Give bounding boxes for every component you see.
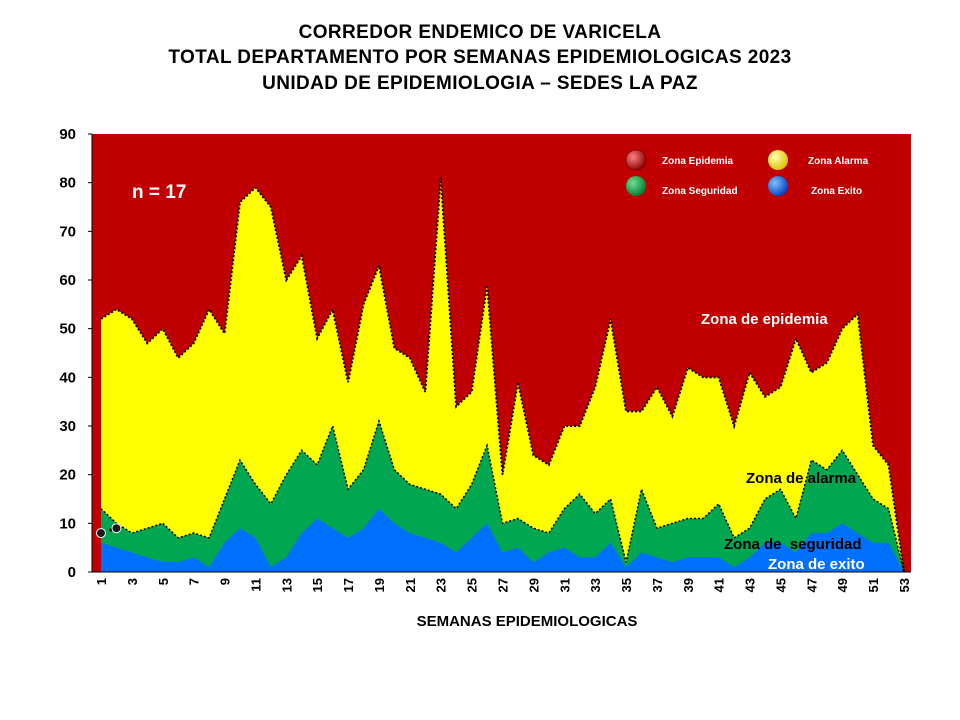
zona-alarma-boundary-line [100, 177, 905, 573]
x-tick-label: 37 [650, 578, 665, 592]
y-tick-label: 40 [59, 369, 76, 386]
y-tick-label: 0 [68, 564, 76, 581]
x-tick-label: 1 [94, 578, 109, 585]
chart-title-line-2: TOTAL DEPARTAMENTO POR SEMANAS EPIDEMIOL… [168, 47, 792, 68]
x-tick-label: 21 [403, 578, 418, 592]
x-tick-label: 19 [372, 578, 387, 592]
legend-label-alarma: Zona Alarma [808, 156, 869, 167]
x-axis-ticks: 1 3 5 7 9 11 13 15 17 19 21 23 25 27 29 31 33 35 37 39 41 43 4… [94, 578, 912, 592]
x-tick-label: 47 [804, 578, 819, 592]
y-tick-label: 30 [59, 418, 76, 435]
y-axis-ticks: 0 10 20 30 40 50 60 70 80 90 [59, 126, 92, 581]
zona-seguridad-boundary-line [100, 418, 905, 573]
y-tick-label: 50 [59, 321, 76, 338]
y-tick-label: 70 [59, 223, 76, 240]
legend: Zona Epidemia Zona Alarma Zona Seguridad… [625, 149, 869, 197]
x-tick-label: 41 [712, 578, 727, 592]
cases-2023-points [96, 523, 122, 539]
legend-label-exito: Zona Exito [811, 186, 862, 197]
x-tick-label: 7 [187, 578, 202, 585]
x-tick-label: 11 [248, 578, 263, 592]
x-tick-label: 13 [279, 578, 294, 592]
x-tick-label: 53 [897, 578, 912, 592]
y-tick-label: 20 [59, 467, 76, 484]
x-tick-label: 15 [310, 578, 325, 592]
x-tick-label: 49 [835, 578, 850, 592]
legend-swatch-epidemia [625, 149, 647, 171]
chart-title-line-3: UNIDAD DE EPIDEMIOLOGIA – SEDES LA PAZ [262, 73, 698, 94]
x-tick-label: 9 [218, 578, 233, 585]
y-tick-label: 10 [59, 515, 76, 532]
x-tick-label: 35 [619, 578, 634, 592]
x-tick-label: 31 [557, 578, 572, 592]
x-tick-label: 5 [156, 578, 171, 585]
x-tick-label: 33 [588, 578, 603, 592]
x-tick-label: 27 [496, 578, 511, 592]
x-tick-label: 3 [125, 578, 140, 585]
legend-swatch-seguridad [626, 176, 646, 196]
x-tick-label: 23 [434, 578, 449, 592]
zona-epidemia-label: Zona de epidemia [701, 311, 828, 328]
x-axis-label: SEMANAS EPIDEMIOLOGICAS [417, 613, 638, 630]
zona-alarma-label: Zona de alarma [746, 470, 857, 487]
x-tick-label: 29 [526, 578, 541, 592]
legend-label-seguridad: Zona Seguridad [662, 186, 738, 197]
y-tick-label: 90 [59, 126, 76, 143]
zona-exito-area [101, 508, 904, 572]
x-tick-label: 39 [681, 578, 696, 592]
y-tick-label: 80 [59, 175, 76, 192]
legend-swatch-exito [768, 176, 788, 196]
zona-exito-label: Zona de exito [768, 556, 865, 573]
x-tick-label: 17 [341, 578, 356, 592]
legend-label-epidemia: Zona Epidemia [662, 156, 734, 167]
x-tick-label: 43 [743, 578, 758, 592]
zona-seguridad-label: Zona de seguridad [724, 536, 862, 553]
x-tick-label: 25 [465, 578, 480, 592]
x-tick-label: 51 [866, 578, 881, 592]
cases-2023-point [111, 523, 122, 534]
legend-swatch-alarma [768, 150, 788, 170]
n-count-label: n = 17 [132, 182, 186, 203]
chart-title-line-1: CORREDOR ENDEMICO DE VARICELA [298, 22, 662, 43]
cases-2023-point [96, 528, 106, 539]
y-tick-label: 60 [59, 272, 76, 289]
x-tick-label: 45 [773, 578, 788, 592]
